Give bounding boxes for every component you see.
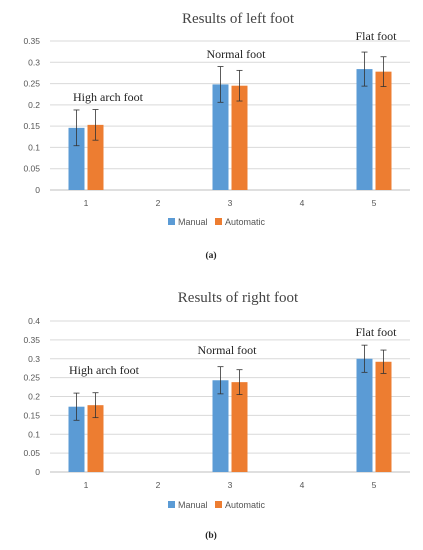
bar-manual bbox=[68, 406, 85, 472]
bar-automatic bbox=[87, 124, 104, 190]
x-tick-label: 3 bbox=[228, 480, 233, 490]
y-tick-label: 0 bbox=[35, 185, 40, 195]
y-tick-label: 0.15 bbox=[23, 410, 40, 420]
legend: Manual Automatic bbox=[168, 217, 266, 227]
bar-automatic bbox=[375, 361, 392, 472]
bar-manual bbox=[68, 127, 85, 190]
y-tick-label: 0 bbox=[35, 467, 40, 477]
legend-label: Automatic bbox=[225, 217, 266, 227]
y-tick-label: 0.05 bbox=[23, 164, 40, 174]
bar-manual bbox=[356, 358, 373, 472]
bar-automatic bbox=[231, 382, 248, 472]
right-foot-chart: Results of right foot 0 0.05 0.1 0.15 0.2 0.25… bbox=[23, 290, 410, 541]
y-tick-label: 0.25 bbox=[23, 79, 40, 89]
legend-label: Manual bbox=[178, 500, 208, 510]
y-tick-label: 0.2 bbox=[28, 100, 40, 110]
y-tick-label: 0.4 bbox=[28, 316, 40, 326]
x-tick-label: 1 bbox=[84, 198, 89, 208]
y-tick-label: 0.15 bbox=[23, 121, 40, 131]
x-tick-label: 1 bbox=[84, 480, 89, 490]
bar-automatic bbox=[375, 71, 392, 190]
legend-swatch-manual bbox=[168, 501, 175, 508]
chart-title: Results of right foot bbox=[178, 290, 299, 306]
y-tick-label: 0.2 bbox=[28, 392, 40, 402]
bar-manual bbox=[212, 84, 229, 190]
x-tick-label: 5 bbox=[372, 480, 377, 490]
annotation-label: Flat foot bbox=[356, 29, 398, 43]
y-tick-label: 0.1 bbox=[28, 429, 40, 439]
legend-swatch-automatic bbox=[215, 218, 222, 225]
y-tick-label: 0.3 bbox=[28, 354, 40, 364]
y-tick-label: 0.1 bbox=[28, 142, 40, 152]
legend: Manual Automatic bbox=[168, 500, 266, 510]
figure-caption: (b) bbox=[205, 530, 217, 541]
x-tick-label: 3 bbox=[228, 198, 233, 208]
y-tick-label: 0.35 bbox=[23, 335, 40, 345]
annotation-label: High arch foot bbox=[69, 363, 140, 377]
figure-caption: (a) bbox=[205, 250, 216, 261]
bar-manual bbox=[212, 380, 229, 472]
chart-title: Results of left foot bbox=[182, 11, 295, 27]
legend-label: Automatic bbox=[225, 500, 266, 510]
x-tick-label: 4 bbox=[300, 480, 305, 490]
y-tick-label: 0.3 bbox=[28, 57, 40, 67]
bar-automatic bbox=[87, 405, 104, 472]
annotation-label: High arch foot bbox=[73, 90, 144, 104]
bar-manual bbox=[356, 69, 373, 190]
y-tick-label: 0.25 bbox=[23, 373, 40, 383]
annotation-label: Normal foot bbox=[198, 343, 258, 357]
bar-automatic bbox=[231, 85, 248, 190]
annotation-label: Flat foot bbox=[356, 325, 398, 339]
x-tick-label: 4 bbox=[300, 198, 305, 208]
y-tick-label: 0.05 bbox=[23, 448, 40, 458]
left-foot-chart: Results of left foot 0 0.05 0.1 0.15 0.2 0.25 0… bbox=[23, 11, 410, 261]
legend-swatch-manual bbox=[168, 218, 175, 225]
legend-label: Manual bbox=[178, 217, 208, 227]
x-tick-label: 2 bbox=[156, 198, 161, 208]
annotation-label: Normal foot bbox=[207, 47, 267, 61]
y-tick-label: 0.35 bbox=[23, 36, 40, 46]
x-tick-label: 2 bbox=[156, 480, 161, 490]
legend-swatch-automatic bbox=[215, 501, 222, 508]
x-tick-label: 5 bbox=[372, 198, 377, 208]
